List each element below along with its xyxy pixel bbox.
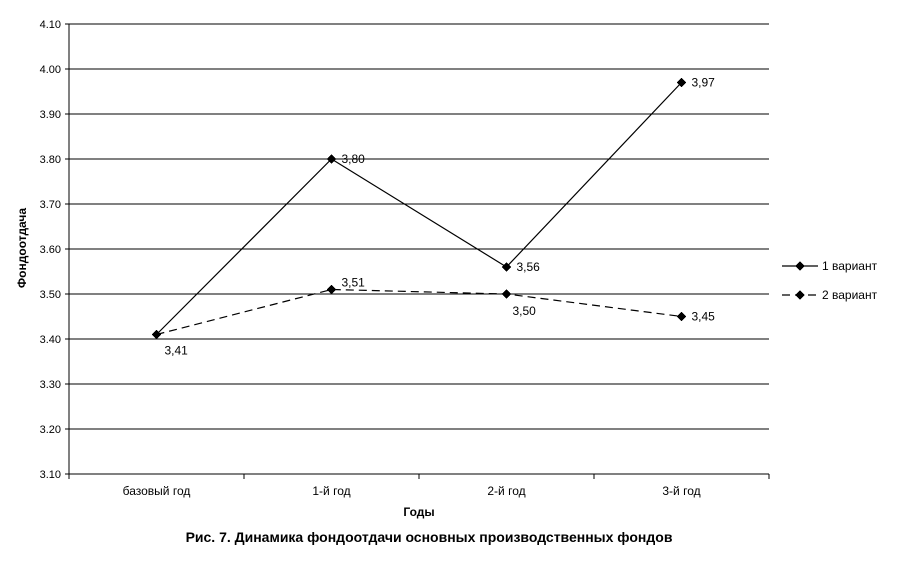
data-label: 3,97 <box>692 76 716 90</box>
y-tick-label: 3.10 <box>40 469 61 481</box>
y-tick-label: 3.90 <box>40 109 61 121</box>
y-tick-labels: 3.10 3.20 3.30 3.40 3.50 3.60 3.70 3.80 3.90 4.00… <box>40 19 61 481</box>
grid-lines <box>69 23 769 430</box>
data-label: 3,56 <box>517 260 541 274</box>
legend: 1 вариант 2 вариант <box>782 259 878 302</box>
data-point <box>676 77 687 88</box>
data-point <box>326 154 337 164</box>
x-tick-label: 3-й год <box>662 484 700 498</box>
y-tick-label: 3.30 <box>40 379 61 391</box>
data-point <box>795 290 805 300</box>
y-tick-label: 3.20 <box>40 424 61 436</box>
series-lines <box>151 77 687 340</box>
data-point <box>676 311 687 322</box>
data-point <box>795 261 805 271</box>
y-axis-title: Фондоотдача <box>15 208 29 288</box>
data-label: 3,45 <box>692 310 716 324</box>
y-tick-label: 4.00 <box>40 64 61 76</box>
data-label: 3,50 <box>513 304 537 318</box>
data-point <box>501 262 512 272</box>
y-tick-label: 3.80 <box>40 154 61 166</box>
y-tick-label: 4.10 <box>40 19 61 31</box>
y-tick-label: 3.50 <box>40 289 61 301</box>
y-tick-label: 3.70 <box>40 199 61 211</box>
x-tick-labels: базовый год 1-й год 2-й год 3-й год <box>123 484 701 498</box>
x-axis-title: Годы <box>403 505 434 519</box>
y-tick-label: 3.60 <box>40 244 61 256</box>
x-tick-label: 2-й год <box>487 484 525 498</box>
data-label: 3,41 <box>165 344 189 358</box>
series-line-1 <box>156 82 682 335</box>
axes <box>65 23 770 479</box>
data-point <box>326 284 337 295</box>
y-tick-label: 3.40 <box>40 334 61 346</box>
data-point <box>501 289 512 299</box>
figure-caption: Рис. 7. Динамика фондоотдачи основных пр… <box>186 529 673 545</box>
x-tick-label: 1-й год <box>312 484 350 498</box>
legend-entry: 1 вариант <box>822 259 878 273</box>
legend-entry: 2 вариант <box>822 288 878 302</box>
data-label: 3,51 <box>342 276 366 290</box>
series-line-2 <box>156 288 682 336</box>
data-label: 3,80 <box>342 152 366 166</box>
data-point <box>151 329 162 340</box>
x-tick-label: базовый год <box>123 484 191 498</box>
data-labels: 3,41 3,80 3,56 3,97 3,51 3,50 3,45 <box>165 76 716 358</box>
